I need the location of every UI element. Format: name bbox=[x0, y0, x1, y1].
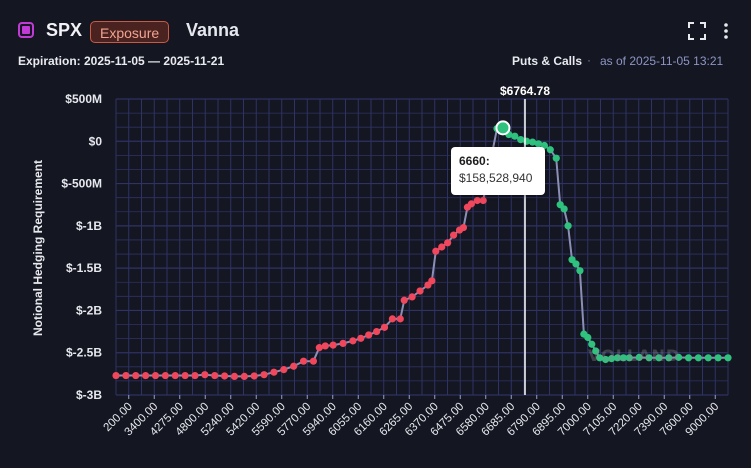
data-point bbox=[467, 200, 475, 208]
data-point bbox=[357, 334, 365, 342]
data-point bbox=[552, 154, 560, 162]
expand-icon[interactable] bbox=[688, 22, 706, 40]
data-point bbox=[240, 372, 248, 380]
data-point bbox=[151, 371, 160, 380]
data-point bbox=[339, 339, 347, 348]
data-point bbox=[635, 353, 643, 361]
data-point bbox=[270, 368, 278, 376]
data-point bbox=[607, 355, 616, 363]
data-point bbox=[372, 327, 381, 336]
data-point bbox=[388, 315, 396, 323]
data-point bbox=[479, 196, 487, 205]
data-point bbox=[625, 354, 633, 362]
data-point bbox=[665, 354, 673, 362]
data-point bbox=[329, 341, 337, 349]
data-point bbox=[704, 354, 712, 362]
data-point bbox=[191, 371, 199, 380]
data-point bbox=[438, 243, 446, 251]
data-point bbox=[596, 354, 604, 362]
data-point bbox=[132, 371, 140, 380]
data-point bbox=[181, 371, 189, 380]
data-point bbox=[694, 354, 702, 362]
data-point bbox=[560, 205, 568, 213]
data-point bbox=[428, 277, 436, 285]
data-point bbox=[201, 371, 209, 379]
expiration-range[interactable]: Expiration: 2025-11-05 — 2025-11-21 bbox=[18, 54, 225, 68]
metric-title: Vanna bbox=[186, 20, 240, 40]
ticker-symbol[interactable]: SPX bbox=[46, 20, 83, 40]
data-point bbox=[396, 315, 404, 323]
data-point bbox=[299, 357, 308, 365]
data-point bbox=[645, 354, 653, 362]
data-point bbox=[161, 371, 169, 380]
data-point bbox=[602, 355, 610, 364]
data-point bbox=[380, 323, 389, 331]
tooltip: 6660: $158,528,940 bbox=[451, 147, 545, 195]
data-point bbox=[724, 354, 732, 362]
data-point bbox=[584, 333, 592, 342]
data-point bbox=[613, 354, 622, 362]
data-point bbox=[280, 366, 288, 374]
data-point bbox=[416, 287, 424, 295]
data-point bbox=[572, 260, 580, 268]
data-point bbox=[250, 372, 258, 380]
data-point bbox=[619, 354, 627, 362]
y-tick-label: $-1B bbox=[76, 219, 102, 233]
separator-dot: · bbox=[587, 53, 591, 67]
data-point bbox=[714, 354, 722, 362]
data-point bbox=[321, 342, 329, 350]
data-point bbox=[675, 353, 683, 361]
data-point bbox=[592, 347, 600, 355]
data-point bbox=[534, 140, 543, 148]
data-point bbox=[444, 239, 452, 247]
data-point bbox=[211, 371, 219, 380]
data-point bbox=[309, 357, 318, 365]
data-point bbox=[400, 296, 408, 304]
data-point bbox=[449, 231, 458, 239]
data-point bbox=[459, 223, 468, 232]
data-point bbox=[230, 372, 239, 380]
data-point bbox=[408, 293, 416, 301]
data-point bbox=[473, 196, 481, 205]
data-point bbox=[112, 371, 120, 380]
y-tick-label: $500M bbox=[65, 92, 102, 106]
more-vertical-icon[interactable] bbox=[720, 22, 732, 40]
data-point bbox=[142, 371, 150, 380]
as-of-timestamp: as of 2025-11-05 13:21 bbox=[600, 54, 724, 68]
data-point bbox=[171, 371, 179, 380]
data-point bbox=[349, 337, 357, 345]
data-point bbox=[517, 135, 525, 144]
data-point bbox=[260, 371, 268, 379]
watermark-logo: VOLLAND bbox=[588, 346, 681, 365]
data-point bbox=[315, 344, 323, 352]
data-point bbox=[220, 372, 229, 380]
y-tick-label: $0 bbox=[89, 134, 103, 148]
y-tick-label: $-1.5B bbox=[66, 261, 102, 275]
puts-calls-toggle[interactable]: Puts & Calls bbox=[512, 54, 583, 68]
tooltip-strike: 6660: bbox=[459, 154, 490, 168]
data-point bbox=[684, 354, 693, 362]
data-point bbox=[546, 146, 554, 154]
data-point bbox=[290, 362, 298, 370]
y-tick-label: $-2.5B bbox=[66, 346, 102, 360]
data-point bbox=[528, 138, 537, 146]
data-point bbox=[432, 247, 440, 255]
ticker-color-icon[interactable] bbox=[18, 22, 34, 38]
y-tick-label: $-2B bbox=[76, 303, 102, 317]
tooltip-value: $158,528,940 bbox=[459, 171, 533, 185]
y-tick-label: $-3B bbox=[76, 388, 102, 402]
data-point bbox=[588, 340, 596, 348]
spot-price-label: $6764.78 bbox=[500, 84, 550, 98]
data-point bbox=[564, 222, 572, 230]
data-point bbox=[365, 331, 373, 339]
data-point bbox=[576, 267, 584, 275]
y-tick-label: $-500M bbox=[61, 177, 102, 191]
highlighted-point bbox=[495, 120, 511, 136]
exposure-badge[interactable]: Exposure bbox=[90, 21, 170, 43]
chart-header: SPX Exposure Vanna Expiration: 2025-11-0… bbox=[0, 0, 751, 80]
data-point bbox=[655, 354, 663, 362]
data-point bbox=[122, 371, 130, 380]
data-point bbox=[511, 132, 519, 140]
